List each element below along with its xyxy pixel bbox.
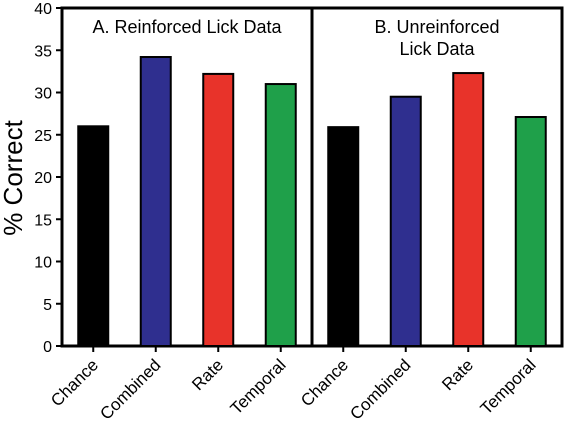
bar-rate <box>202 72 235 347</box>
panel-title-line: A. Reinforced Lick Data <box>92 17 282 37</box>
bar-temporal <box>514 116 547 347</box>
y-tick-label: 40 <box>34 1 52 18</box>
y-tick-label: 5 <box>43 297 52 314</box>
x-tick-label: Chance <box>47 355 102 410</box>
bar-rate <box>452 72 485 347</box>
x-tick-label: Combined <box>346 355 414 423</box>
bar-chance <box>77 125 110 347</box>
x-tick-label: Temporal <box>477 355 540 418</box>
x-tick-label: Temporal <box>227 355 290 418</box>
x-tick-label: Rate <box>188 355 227 394</box>
y-tick-label: 25 <box>34 128 52 145</box>
y-axis-title: % Correct <box>0 119 28 235</box>
y-tick-label: 10 <box>34 255 52 272</box>
x-tick-label: Chance <box>297 355 352 410</box>
y-tick-label: 30 <box>34 86 52 103</box>
y-tick-label: 35 <box>34 43 52 60</box>
bar-chance <box>327 126 360 347</box>
panel-title-line: Lick Data <box>399 39 475 59</box>
bar-combined <box>389 95 422 347</box>
y-tick-label: 15 <box>34 212 52 229</box>
y-tick-label: 0 <box>43 339 52 356</box>
panel-title-line: B. Unreinforced <box>374 17 499 37</box>
axes-layer: 0 5 10 15 20 25 30 35 40 <box>34 1 564 356</box>
y-tick-label: 20 <box>34 170 52 187</box>
bar-temporal <box>264 83 297 348</box>
x-tick-label: Rate <box>438 355 477 394</box>
x-tick-label: Combined <box>96 355 164 423</box>
bar-combined <box>139 56 172 347</box>
